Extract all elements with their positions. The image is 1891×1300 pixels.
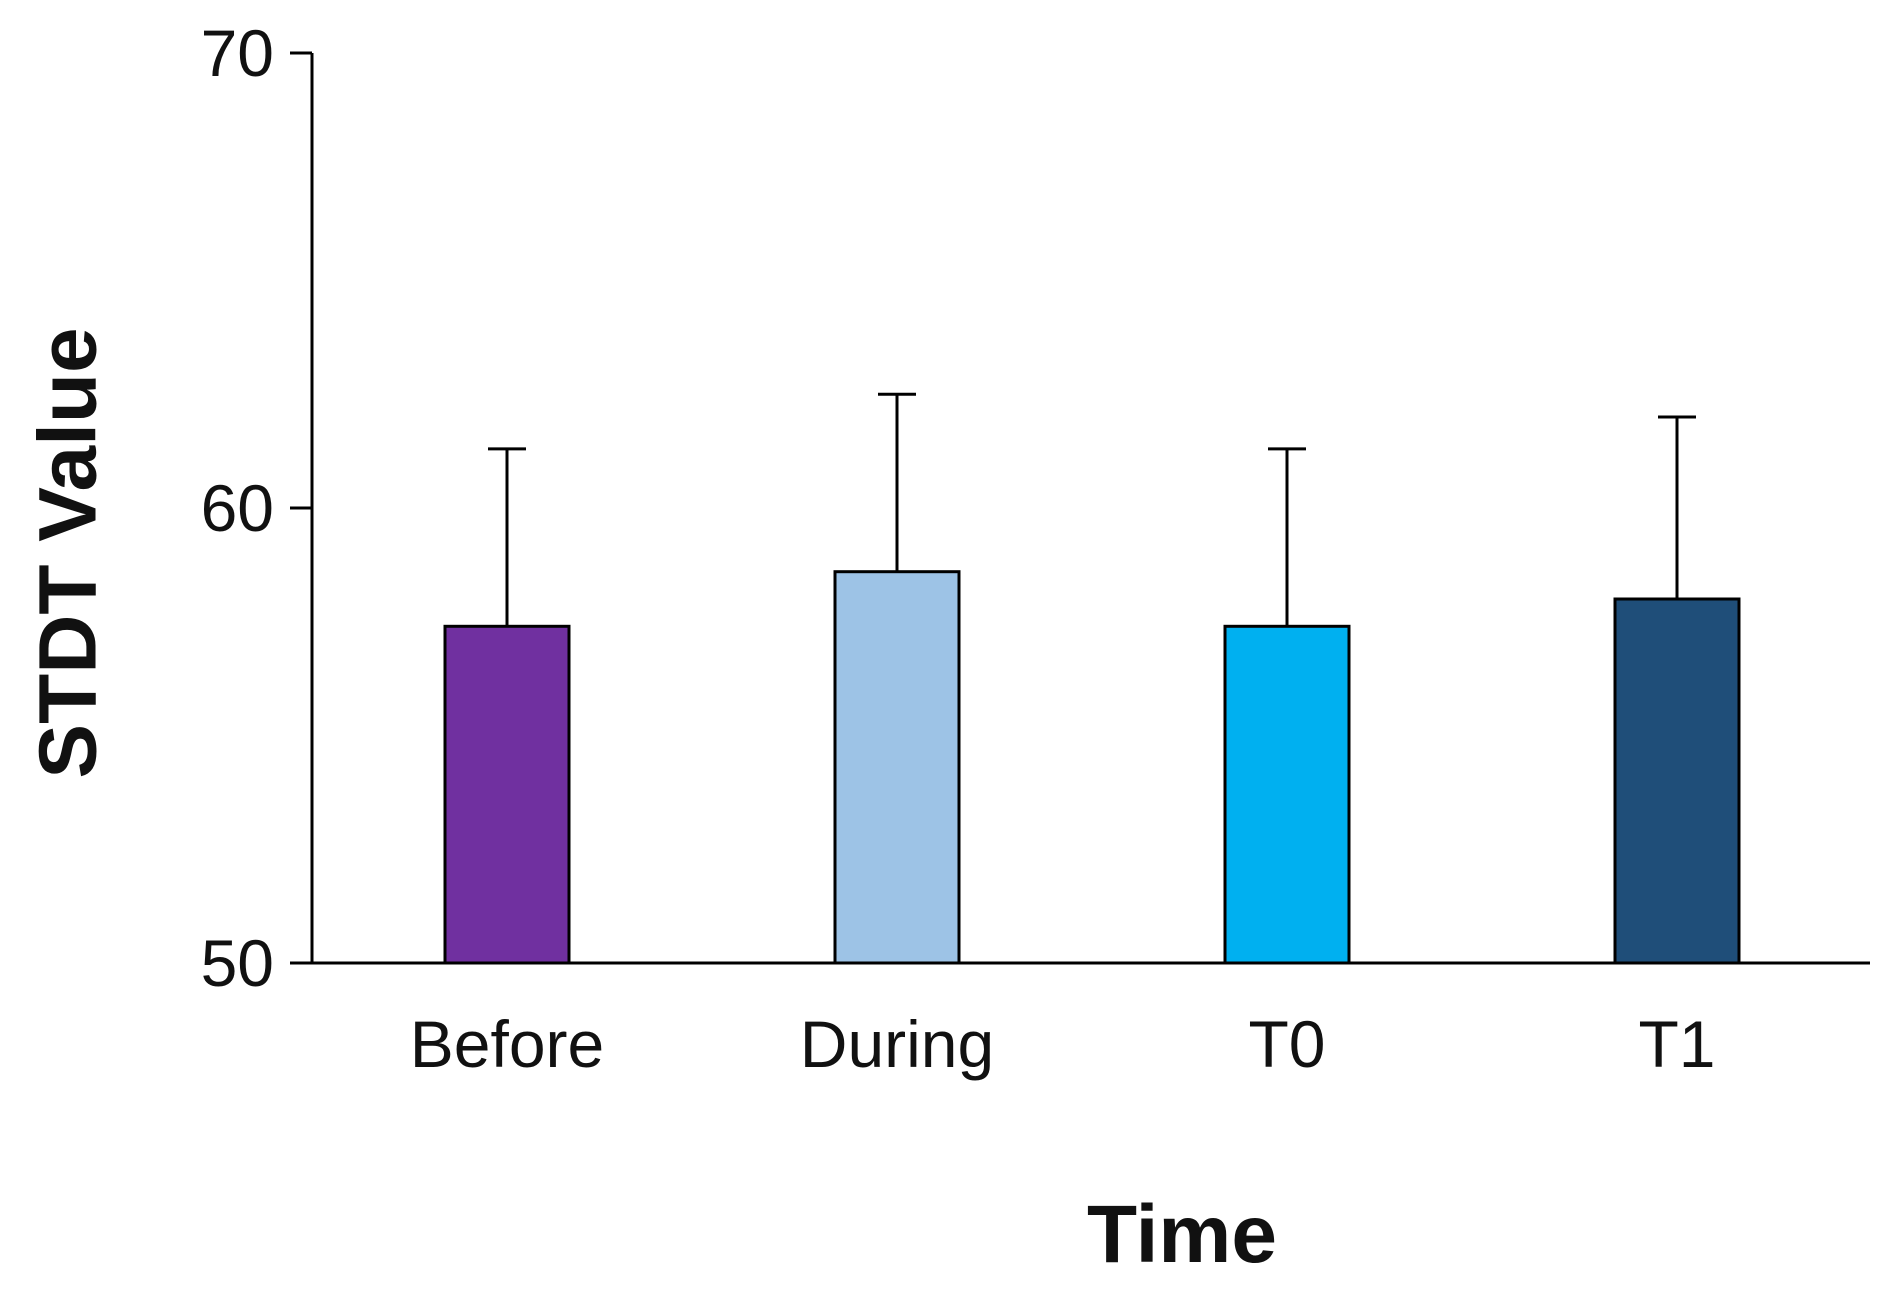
bar-t0	[1223, 624, 1351, 965]
bars	[443, 570, 1741, 965]
bar-before	[443, 624, 571, 965]
y-tick-label: 60	[201, 471, 274, 545]
y-tick-label: 70	[201, 16, 274, 90]
bar-during	[833, 570, 961, 965]
x-category-label: T1	[1638, 1007, 1715, 1081]
bar-t1	[1613, 597, 1741, 965]
x-category-label: Before	[410, 1007, 604, 1081]
y-tick-label: 50	[201, 926, 274, 1000]
x-axis-category-labels: Before During T0 T1	[410, 1007, 1716, 1081]
x-category-label: During	[800, 1007, 994, 1081]
y-axis-ticks: 50 60 70	[201, 16, 312, 1000]
x-category-label: T0	[1248, 1007, 1325, 1081]
y-axis-title: STDT Value	[23, 327, 114, 778]
error-bars	[488, 392, 1696, 627]
x-axis-title: Time	[1087, 1189, 1277, 1280]
